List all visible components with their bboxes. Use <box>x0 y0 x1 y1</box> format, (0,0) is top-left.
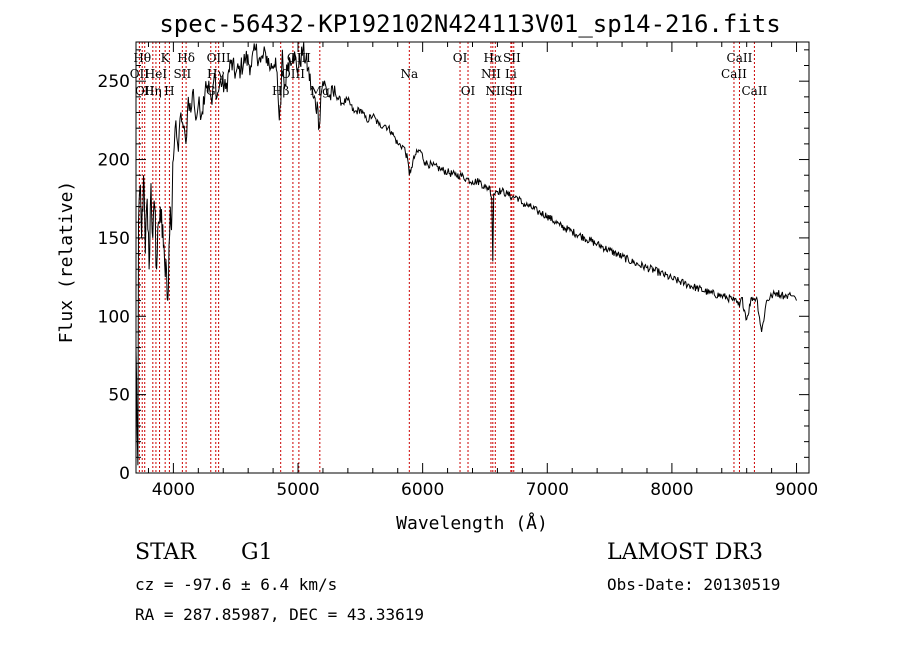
spectral-line-label: OI <box>453 51 468 65</box>
x-tick-label: 5000 <box>276 480 319 500</box>
y-axis-ticks: 0 50 100 150 200 250 <box>98 49 809 484</box>
x-tick-label: 4000 <box>152 480 195 500</box>
spectral-line-markers <box>138 42 755 473</box>
spectral-line-label: CaII <box>741 84 767 98</box>
spectral-line-label: Hα <box>484 51 503 65</box>
spectral-line-label: K <box>161 51 171 65</box>
y-axis-label: Flux (relative) <box>56 181 77 344</box>
x-axis-ticks: 4000 5000 6000 7000 8000 9000 <box>147 42 818 500</box>
plot-frame <box>135 41 810 474</box>
y-tick-label: 250 <box>98 72 130 92</box>
x-tick-label: 8000 <box>650 480 693 500</box>
spectral-line-label: OIII <box>207 51 231 65</box>
chart-title: spec-56432-KP192102N424113V01_sp14-216.f… <box>159 10 780 38</box>
spectral-line-label: OII <box>130 67 150 81</box>
spectral-line-label: G <box>206 84 216 98</box>
x-tick-label: 6000 <box>401 480 444 500</box>
y-tick-label: 100 <box>98 307 130 327</box>
spectral-line-labels: OIIHθOIIHηHeIKHSIIHδGHγOIIIHβOIIIOIIIMgN… <box>130 51 768 98</box>
spectral-line-label: OI <box>461 84 476 98</box>
spectral-line-label: HeI <box>145 67 168 81</box>
spectral-line-label: Mg <box>310 84 330 98</box>
x-tick-label: 7000 <box>526 480 569 500</box>
x-axis-label: Wavelength (Å) <box>396 512 548 534</box>
object-class: STAR <box>135 540 197 565</box>
spectral-line-label: Hη <box>144 84 162 98</box>
spectral-line-label: H <box>164 84 174 98</box>
spectral-line-label: Hθ <box>133 51 151 65</box>
spectrum-curve <box>135 41 797 466</box>
y-tick-label: 0 <box>119 464 130 484</box>
spectral-line-label: SII <box>174 67 192 81</box>
spectral-line-label: CaII <box>721 67 747 81</box>
spectral-line-label: Na <box>400 67 418 81</box>
x-tick-label: 9000 <box>775 480 818 500</box>
spectral-line-label: Hγ <box>207 67 225 81</box>
spectral-line-label: Li <box>505 67 517 81</box>
y-tick-label: 150 <box>98 229 130 249</box>
spectral-line-label: NII <box>481 67 501 81</box>
ra-dec: RA = 287.85987, DEC = 43.33619 <box>135 605 424 624</box>
cz-value: cz = -97.6 ± 6.4 km/s <box>135 575 337 594</box>
spectral-line-label: OIII <box>281 67 305 81</box>
spectral-line-label: SII <box>503 51 521 65</box>
spectral-line-label: Hδ <box>177 51 195 65</box>
object-subclass: G1 <box>241 540 273 565</box>
spectral-line-label: NII <box>485 84 505 98</box>
obs-date: Obs-Date: 20130519 <box>607 575 780 594</box>
y-tick-label: 200 <box>98 151 130 171</box>
survey-name: LAMOST DR3 <box>607 540 763 565</box>
spectral-line-label: OII <box>135 84 155 98</box>
spectral-line-label: CaII <box>727 51 753 65</box>
y-tick-label: 50 <box>108 386 130 406</box>
spectral-line-label: SII <box>505 84 523 98</box>
